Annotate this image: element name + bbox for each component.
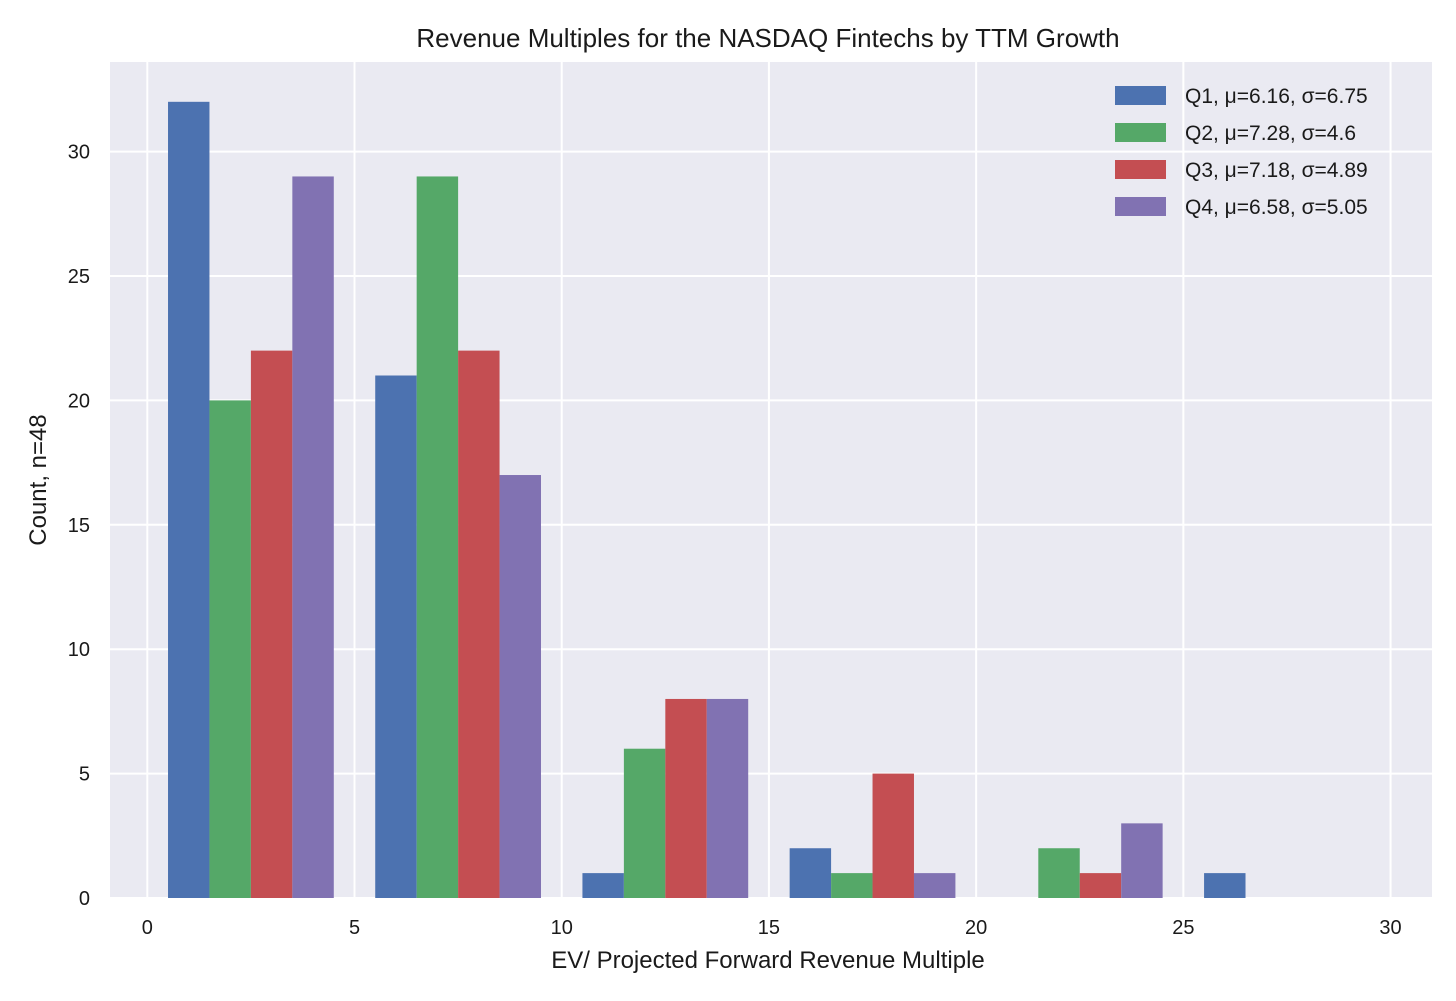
y-tick-label: 15: [68, 515, 90, 537]
x-axis-ticks: 0 5 10 15 20 25 30: [142, 917, 1402, 939]
bar: [209, 400, 251, 898]
legend-label: Q4, μ=6.58, σ=5.05: [1185, 196, 1368, 219]
bar: [872, 773, 914, 898]
legend-label: Q2, μ=7.28, σ=4.6: [1185, 122, 1356, 145]
bar: [1204, 873, 1246, 898]
bar: [623, 748, 666, 898]
bar: [1121, 823, 1163, 898]
bar: [168, 101, 210, 899]
bar: [1079, 873, 1122, 898]
bar: [375, 375, 417, 898]
bar: [582, 873, 624, 898]
bar: [706, 698, 749, 898]
bar: [292, 176, 334, 898]
legend-label: Q3, μ=7.18, σ=4.89: [1185, 159, 1368, 182]
bar: [789, 848, 832, 898]
legend: Q1, μ=6.16, σ=6.75 Q2, μ=7.28, σ=4.6 Q3, μ…: [1115, 85, 1368, 219]
legend-swatch: [1115, 86, 1166, 105]
x-tick-label: 25: [1172, 917, 1194, 939]
x-axis-label: EV/ Projected Forward Revenue Multiple: [551, 947, 985, 974]
y-tick-label: 5: [79, 764, 90, 786]
x-tick-label: 30: [1379, 917, 1401, 939]
y-tick-label: 25: [68, 266, 90, 288]
x-tick-label: 10: [551, 917, 573, 939]
y-tick-label: 30: [68, 142, 90, 164]
legend-swatch: [1115, 123, 1166, 142]
bar: [913, 873, 956, 898]
y-axis-label: Count, n=48: [25, 414, 52, 545]
bars: [168, 101, 1246, 899]
bar: [831, 873, 873, 898]
y-tick-label: 10: [68, 639, 90, 661]
y-axis-ticks: 0 5 10 15 20 25 30: [68, 142, 90, 910]
bar: [665, 698, 707, 898]
chart-title: Revenue Multiples for the NASDAQ Fintech…: [416, 23, 1119, 53]
x-tick-label: 20: [965, 917, 987, 939]
legend-label: Q1, μ=6.16, σ=6.75: [1185, 85, 1368, 108]
bar: [1038, 848, 1080, 898]
bar: [416, 176, 459, 898]
x-tick-label: 15: [758, 917, 780, 939]
bar: [250, 350, 293, 899]
legend-swatch: [1115, 197, 1166, 216]
legend-swatch: [1115, 160, 1166, 179]
y-tick-label: 20: [68, 390, 90, 412]
y-tick-label: 0: [79, 888, 90, 910]
bar: [458, 350, 500, 899]
bar: [499, 475, 541, 898]
x-tick-label: 5: [349, 917, 360, 939]
x-tick-label: 0: [142, 917, 153, 939]
